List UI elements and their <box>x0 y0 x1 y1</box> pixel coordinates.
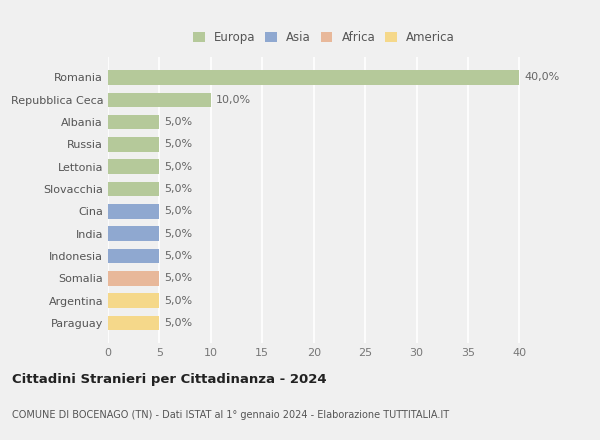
Text: 40,0%: 40,0% <box>524 73 560 82</box>
Bar <box>108 137 160 152</box>
Text: 5,0%: 5,0% <box>164 273 193 283</box>
Bar <box>108 115 160 129</box>
Bar <box>108 315 160 330</box>
Bar <box>108 70 520 85</box>
Bar <box>108 293 160 308</box>
Text: 5,0%: 5,0% <box>164 184 193 194</box>
Legend: Europa, Asia, Africa, America: Europa, Asia, Africa, America <box>191 29 457 47</box>
Text: 5,0%: 5,0% <box>164 139 193 150</box>
Bar <box>108 159 160 174</box>
Bar <box>108 182 160 196</box>
Text: 5,0%: 5,0% <box>164 251 193 261</box>
Text: 5,0%: 5,0% <box>164 117 193 127</box>
Text: Cittadini Stranieri per Cittadinanza - 2024: Cittadini Stranieri per Cittadinanza - 2… <box>12 373 326 386</box>
Bar <box>108 249 160 263</box>
Bar <box>108 92 211 107</box>
Text: 5,0%: 5,0% <box>164 318 193 328</box>
Bar <box>108 204 160 219</box>
Text: 5,0%: 5,0% <box>164 229 193 238</box>
Text: 5,0%: 5,0% <box>164 162 193 172</box>
Bar <box>108 227 160 241</box>
Text: 10,0%: 10,0% <box>216 95 251 105</box>
Text: 5,0%: 5,0% <box>164 296 193 306</box>
Text: COMUNE DI BOCENAGO (TN) - Dati ISTAT al 1° gennaio 2024 - Elaborazione TUTTITALI: COMUNE DI BOCENAGO (TN) - Dati ISTAT al … <box>12 410 449 420</box>
Text: 5,0%: 5,0% <box>164 206 193 216</box>
Bar <box>108 271 160 286</box>
